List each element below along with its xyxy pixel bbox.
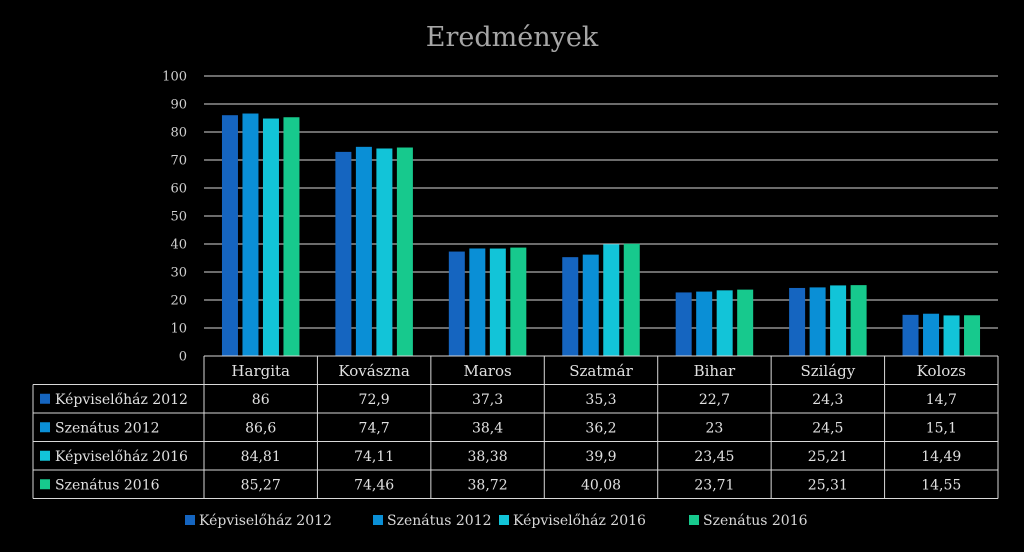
category-label: Szilágy xyxy=(800,362,855,380)
category-label: Maros xyxy=(463,362,511,380)
y-tick-label: 10 xyxy=(170,322,187,337)
bar-maros-series-3 xyxy=(489,248,506,356)
bar-szilágy-series-1 xyxy=(789,287,806,356)
bar-bihar-series-4 xyxy=(737,289,754,356)
row-legend-key xyxy=(40,479,50,490)
bar-szatmár-series-3 xyxy=(603,244,620,356)
category-label: Bihar xyxy=(694,362,736,380)
table-cell-value: 38,72 xyxy=(468,477,508,493)
y-tick-label: 70 xyxy=(170,154,187,169)
bar-szatmár-series-4 xyxy=(623,243,640,356)
bar-szilágy-series-4 xyxy=(850,285,867,356)
table-cell-value: 14,7 xyxy=(926,392,957,408)
table-cell-value: 23 xyxy=(706,420,724,436)
y-tick-label: 80 xyxy=(170,126,187,141)
category-label: Szatmár xyxy=(569,362,633,380)
table-cell-value: 38,38 xyxy=(468,449,508,465)
y-tick-label: 30 xyxy=(170,266,187,281)
table-cell-value: 14,49 xyxy=(921,449,961,465)
y-tick-label: 40 xyxy=(170,238,187,253)
table-cell-value: 15,1 xyxy=(926,420,957,436)
legend-key xyxy=(373,515,383,525)
table-cell-value: 74,7 xyxy=(359,420,390,436)
category-label: Kovászna xyxy=(338,362,410,380)
bar-hargita-series-2 xyxy=(242,113,259,357)
legend-key xyxy=(689,515,699,525)
table-cell-value: 86,6 xyxy=(245,420,276,436)
bar-kovászna-series-1 xyxy=(335,151,352,356)
legend-label: Képviselőház 2012 xyxy=(199,513,332,529)
category-label: Kolozs xyxy=(917,362,966,380)
y-tick-label: 0 xyxy=(179,350,187,365)
bar-maros-series-1 xyxy=(448,251,465,356)
bar-kolozs-series-1 xyxy=(902,314,919,356)
row-label: Képviselőház 2012 xyxy=(55,392,188,408)
table-cell-value: 40,08 xyxy=(581,477,621,493)
table-cell-value: 86 xyxy=(252,392,270,408)
chart-title: Eredmények xyxy=(426,22,599,53)
legend-label: Szenátus 2012 xyxy=(387,513,492,529)
row-label: Szenátus 2012 xyxy=(55,420,160,436)
table-cell-value: 25,21 xyxy=(808,449,848,465)
bar-kovászna-series-2 xyxy=(355,146,372,356)
bar-hargita-series-3 xyxy=(262,118,279,356)
legend-label: Szenátus 2016 xyxy=(703,513,808,529)
table-cell-value: 22,7 xyxy=(699,392,730,408)
table-cell-value: 23,45 xyxy=(694,449,734,465)
bar-kovászna-series-3 xyxy=(376,148,393,356)
y-tick-label: 60 xyxy=(170,182,187,197)
table-cell-value: 38,4 xyxy=(472,420,503,436)
data-table: Hargita Kovászna Maros Szatmár Bihar Szilágy K… xyxy=(32,355,999,499)
row-label: Szenátus 2016 xyxy=(55,477,160,493)
table-cell-value: 84,81 xyxy=(241,449,281,465)
row-legend-key xyxy=(40,393,50,404)
table-cell-value: 14,55 xyxy=(921,477,961,493)
legend-key xyxy=(185,515,195,525)
table-cell-value: 85,27 xyxy=(241,477,281,493)
bar-bihar-series-2 xyxy=(696,291,713,356)
row-label: Képviselőház 2016 xyxy=(55,449,188,465)
bar-szilágy-series-2 xyxy=(809,287,826,356)
table-cell-value: 74,11 xyxy=(354,449,394,465)
bar-maros-series-2 xyxy=(469,248,486,356)
bar-hargita-series-4 xyxy=(283,117,300,356)
bar-hargita-series-1 xyxy=(221,115,238,356)
legend: Képviselőház 2012 Szenátus 2012 Képviselőh… xyxy=(185,513,808,529)
bars xyxy=(221,113,981,357)
y-tick-label: 50 xyxy=(170,210,187,225)
bar-bihar-series-3 xyxy=(716,290,733,356)
table-cell-value: 72,9 xyxy=(359,392,390,408)
legend-label: Képviselőház 2016 xyxy=(513,513,646,529)
y-tick-label: 90 xyxy=(170,98,187,113)
bar-kolozs-series-3 xyxy=(943,315,960,356)
table-cell-value: 35,3 xyxy=(585,392,616,408)
y-tick-label: 20 xyxy=(170,294,187,309)
table-cell-value: 39,9 xyxy=(585,449,616,465)
bar-szilágy-series-3 xyxy=(830,285,847,356)
bar-kovászna-series-4 xyxy=(396,147,413,356)
bar-bihar-series-1 xyxy=(675,292,692,356)
bar-maros-series-4 xyxy=(510,247,527,356)
table-cell-value: 37,3 xyxy=(472,392,503,408)
bar-kolozs-series-4 xyxy=(964,315,981,356)
table-cell-value: 36,2 xyxy=(585,420,616,436)
table-cell-value: 24,3 xyxy=(812,392,843,408)
bar-szatmár-series-2 xyxy=(582,254,599,356)
y-tick-label: 100 xyxy=(162,70,187,85)
legend-key xyxy=(499,515,509,525)
bar-szatmár-series-1 xyxy=(562,257,579,356)
row-legend-key xyxy=(40,422,50,433)
table-cell-value: 74,46 xyxy=(354,477,394,493)
row-legend-key xyxy=(40,450,50,461)
category-label: Hargita xyxy=(231,362,290,380)
table-cell-value: 25,31 xyxy=(808,477,848,493)
bar-kolozs-series-2 xyxy=(923,313,940,356)
table-cell-value: 23,71 xyxy=(694,477,734,493)
table-cell-value: 24,5 xyxy=(812,420,843,436)
